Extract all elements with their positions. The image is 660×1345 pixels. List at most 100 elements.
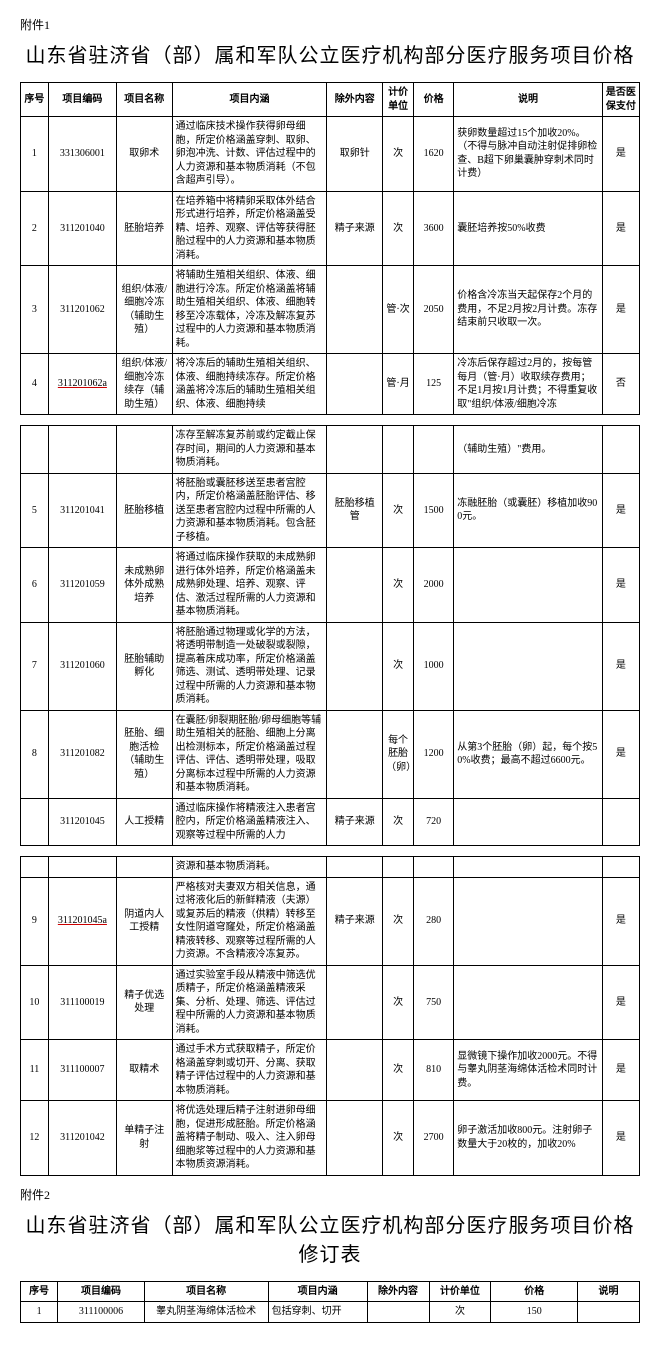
cell-med: 是 xyxy=(602,1040,639,1101)
cell-code: 311201060 xyxy=(48,622,116,710)
table-row: 10311100019精子优选处理通过实验室手段从精液中筛选优质精子，所定价格涵… xyxy=(21,965,640,1040)
title1: 山东省驻济省（部）属和军队公立医疗机构部分医疗服务项目价格 xyxy=(20,39,640,68)
cell-med: 是 xyxy=(602,117,639,192)
table-row: 8311201082胚胎、细胞活检（辅助生殖）在囊胚/卵裂期胚胎/卵母细胞等辅助… xyxy=(21,710,640,798)
price-table-a: 序号项目编码项目名称项目内涵除外内容计价单位价格说明是否医保支付 1331306… xyxy=(20,82,640,415)
cell-price: 1000 xyxy=(414,622,454,710)
cell-seq: 5 xyxy=(21,473,49,548)
hdr2-code: 项目编码 xyxy=(58,1281,145,1302)
cell-note: 获卵数量超过15个加收20%。（不得与脉冲自动注射促排卵检查、B超下卵巢囊肿穿刺… xyxy=(454,117,603,192)
table-row: 冻存至解冻复苏前或约定截止保存时间，期间的人力资源和基本物质消耗。（辅助生殖）"… xyxy=(21,426,640,474)
cell-code: 311201062a xyxy=(48,354,116,415)
cell-med xyxy=(602,798,639,846)
cell-name: 取精术 xyxy=(116,1040,172,1101)
cell-desc: 将胚胎通过物理或化学的方法，将透明带制造一处破裂或裂隙，提高着床成功率，所定价格… xyxy=(172,622,327,710)
cell-unit: 次 xyxy=(383,473,414,548)
hdr2-unit: 计价单位 xyxy=(429,1281,491,1302)
cell-unit: 管·月 xyxy=(383,354,414,415)
cell-excl xyxy=(327,965,383,1040)
cell-desc: 在囊胚/卵裂期胚胎/卵母细胞等辅助生殖相关的胚胎、细胞上分离出检测标本，所定价格… xyxy=(172,710,327,798)
cell-excl xyxy=(327,426,383,474)
table-row: 5311201041胚胎移植将胚胎或囊胚移送至患者宫腔内，所定价格涵盖胚胎评估、… xyxy=(21,473,640,548)
cell-unit: 次 xyxy=(383,548,414,623)
hdr-code: 项目编码 xyxy=(48,83,116,117)
hdr-med: 是否医保支付 xyxy=(602,83,639,117)
cell-price: 720 xyxy=(414,798,454,846)
cell-desc: 将通过临床操作获取的未成熟卵进行体外培养，所定价格涵盖未成熟卵处理、培养、观察、… xyxy=(172,548,327,623)
cell-med: 是 xyxy=(602,622,639,710)
cell-unit: 次 xyxy=(383,1040,414,1101)
cell-price: 2050 xyxy=(414,266,454,354)
table-row: 7311201060胚胎辅助孵化将胚胎通过物理或化学的方法，将透明带制造一处破裂… xyxy=(21,622,640,710)
cell-desc: 在培养箱中将精卵采取体外结合形式进行培养，所定价格涵盖受精、培养、观察、评估等获… xyxy=(172,191,327,266)
hdr2-price: 价格 xyxy=(491,1281,578,1302)
cell-seq: 7 xyxy=(21,622,49,710)
cell-price: 1500 xyxy=(414,473,454,548)
cell-note xyxy=(454,965,603,1040)
cell-med: 是 xyxy=(602,548,639,623)
hdr-excl: 除外内容 xyxy=(327,83,383,117)
hdr2-seq: 序号 xyxy=(21,1281,58,1302)
cell-unit: 次 xyxy=(383,622,414,710)
cell-seq: 9 xyxy=(21,877,49,965)
cell-note xyxy=(454,622,603,710)
cell-name: 胚胎、细胞活检（辅助生殖） xyxy=(116,710,172,798)
hdr2-note: 说明 xyxy=(578,1281,640,1302)
cell-med: 是 xyxy=(602,710,639,798)
cell-note xyxy=(454,548,603,623)
cell-excl: 精子来源 xyxy=(327,877,383,965)
table-row: 资源和基本物质消耗。 xyxy=(21,857,640,878)
hdr-name: 项目名称 xyxy=(116,83,172,117)
cell-note: 囊胚培养按50%收费 xyxy=(454,191,603,266)
cell-desc: 冻存至解冻复苏前或约定截止保存时间，期间的人力资源和基本物质消耗。 xyxy=(172,426,327,474)
hdr-unit: 计价单位 xyxy=(383,83,414,117)
price-table-b: 冻存至解冻复苏前或约定截止保存时间，期间的人力资源和基本物质消耗。（辅助生殖）"… xyxy=(20,425,640,846)
cell-seq: 8 xyxy=(21,710,49,798)
cell-unit: 次 xyxy=(383,1101,414,1176)
cell-price: 3600 xyxy=(414,191,454,266)
cell-unit: 管·次 xyxy=(383,266,414,354)
cell-note: 从第3个胚胎（卵）起，每个按50%收费；最高不超过6600元。 xyxy=(454,710,603,798)
cell-desc: 将优选处理后精子注射进卵母细胞，促进形成胚胎。所定价格涵盖将精子制动、吸入、注入… xyxy=(172,1101,327,1176)
cell-seq: 3 xyxy=(21,266,49,354)
cell-med: 否 xyxy=(602,354,639,415)
cell-seq: 6 xyxy=(21,548,49,623)
cell-excl: 取卵针 xyxy=(327,117,383,192)
cell-price: 280 xyxy=(414,877,454,965)
price-table-c: 资源和基本物质消耗。9311201045a阴道内人工授精严格核对夫妻双方相关信息… xyxy=(20,856,640,1176)
cell-code: 331306001 xyxy=(48,117,116,192)
cell-price: 2000 xyxy=(414,548,454,623)
cell-code xyxy=(48,857,116,878)
cell-code: 311201059 xyxy=(48,548,116,623)
cell-excl xyxy=(367,1302,429,1323)
cell-code: 311201045 xyxy=(48,798,116,846)
cell-med: 是 xyxy=(602,965,639,1040)
table-row: 9311201045a阴道内人工授精严格核对夫妻双方相关信息，通过将液化后的新鲜… xyxy=(21,877,640,965)
attach1-label: 附件1 xyxy=(20,16,640,33)
cell-med: 是 xyxy=(602,1101,639,1176)
hdr-note: 说明 xyxy=(454,83,603,117)
cell-code: 311201041 xyxy=(48,473,116,548)
cell-med xyxy=(602,857,639,878)
cell-price xyxy=(414,857,454,878)
hdr2-name: 项目名称 xyxy=(144,1281,268,1302)
cell-unit: 每个胚胎（卵） xyxy=(383,710,414,798)
cell-name xyxy=(116,857,172,878)
cell-seq: 12 xyxy=(21,1101,49,1176)
cell-excl xyxy=(327,1040,383,1101)
cell-desc: 通过临床技术操作获得卵母细胞，所定价格涵盖穿刺、取卵、卵泡冲洗、计数、评估过程中… xyxy=(172,117,327,192)
table-row: 3311201062组织/体液/细胞冷冻（辅助生殖）将辅助生殖相关组织、体液、细… xyxy=(21,266,640,354)
cell-unit: 次 xyxy=(429,1302,491,1323)
cell-code: 311100007 xyxy=(48,1040,116,1101)
cell-code: 311201062 xyxy=(48,266,116,354)
cell-desc: 包括穿刺、切开 xyxy=(268,1302,367,1323)
cell-code: 311201045a xyxy=(48,877,116,965)
cell-seq: 11 xyxy=(21,1040,49,1101)
cell-price xyxy=(414,426,454,474)
cell-name: 胚胎辅助孵化 xyxy=(116,622,172,710)
cell-desc: 通过临床操作将精液注入患者宫腔内，所定价格涵盖精液注入、观察等过程中所需的人力 xyxy=(172,798,327,846)
table-row: 6311201059未成熟卵体外成熟培养将通过临床操作获取的未成熟卵进行体外培养… xyxy=(21,548,640,623)
cell-unit xyxy=(383,426,414,474)
cell-name xyxy=(116,426,172,474)
cell-name: 胚胎培养 xyxy=(116,191,172,266)
